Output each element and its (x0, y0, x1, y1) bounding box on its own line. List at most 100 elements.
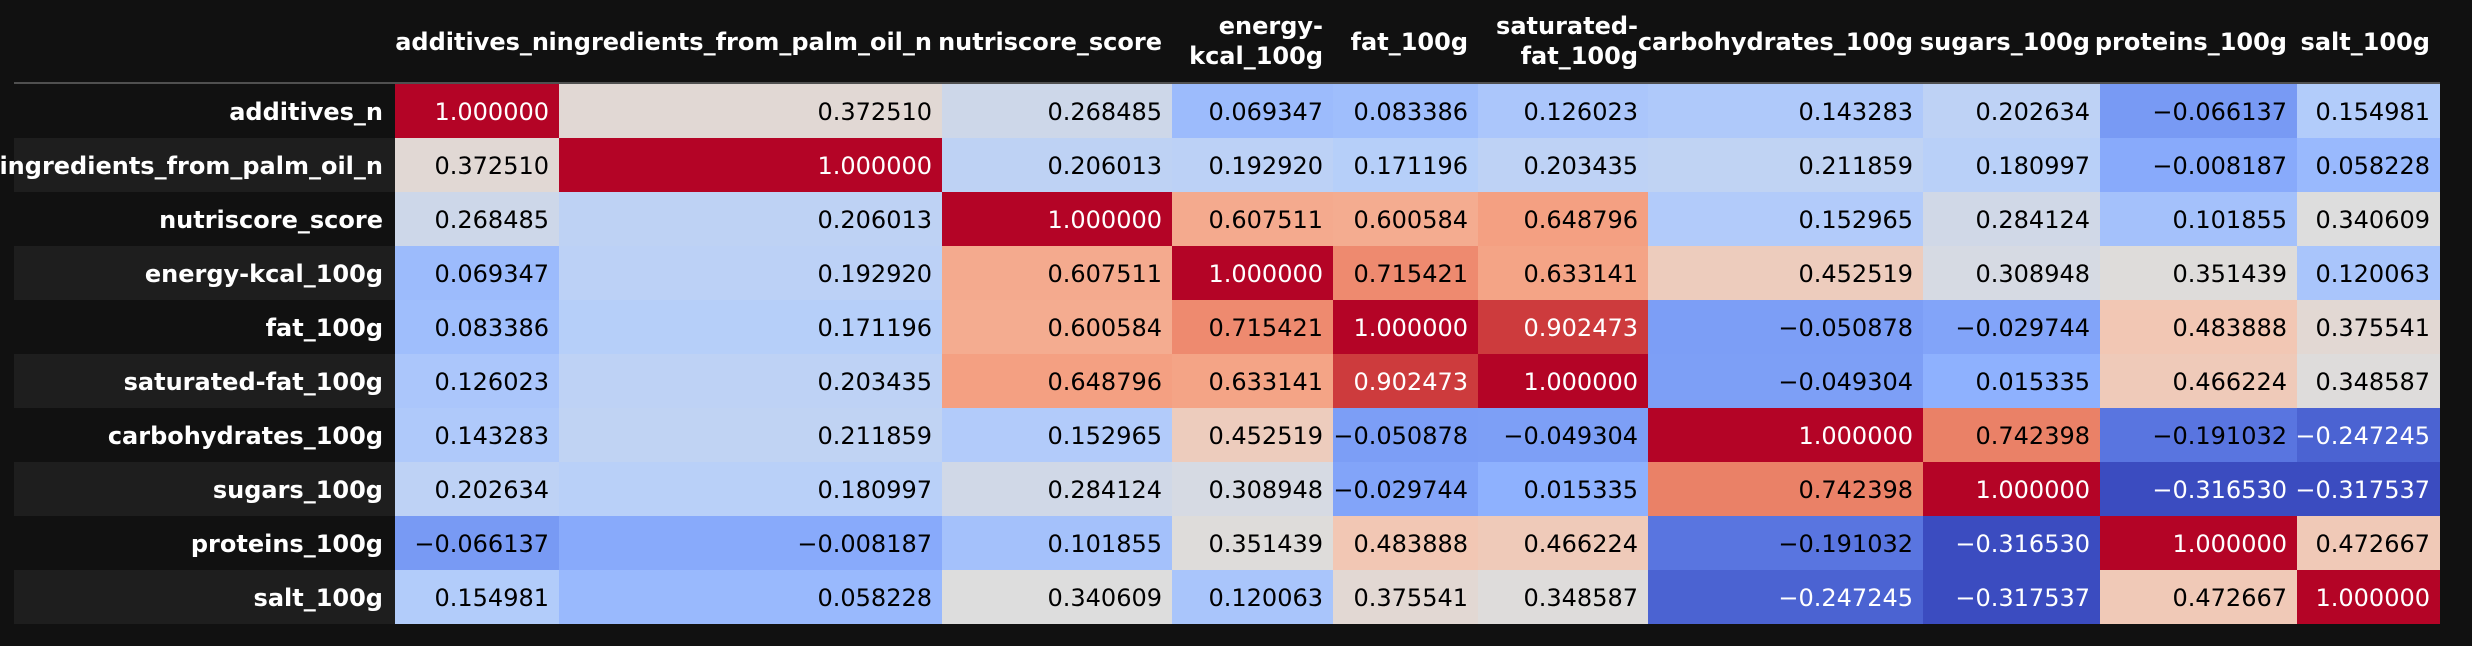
row-label: fat_100g (266, 314, 383, 342)
row-band (14, 138, 395, 192)
heatmap-cell (559, 354, 942, 408)
heatmap-cell (1333, 408, 1478, 462)
column-header: additives_n (395, 28, 549, 56)
cell-value-label: 0.126023 (434, 368, 549, 396)
cell-value-label: 0.152965 (1798, 206, 1913, 234)
heatmap-cell (1648, 84, 1923, 138)
column-header: ingredients_from_palm_oil_n (548, 28, 932, 56)
heatmap-cell (1478, 408, 1648, 462)
cell-value-label: 0.206013 (817, 206, 932, 234)
heatmap-cell (942, 354, 1172, 408)
cell-value-label: 0.126023 (1523, 98, 1638, 126)
heatmap-cell (942, 246, 1172, 300)
heatmap-cell (1333, 300, 1478, 354)
heatmap-cell (1172, 354, 1333, 408)
cell-value-label: 0.268485 (1047, 98, 1162, 126)
heatmap-cell (2297, 246, 2440, 300)
heatmap-cell (1648, 354, 1923, 408)
cell-value-label: 0.351439 (1208, 530, 1323, 558)
cell-value-label: −0.050878 (1333, 422, 1468, 450)
cell-value-label: 0.472667 (2315, 530, 2430, 558)
heatmap-cell (1333, 570, 1478, 624)
row-band (14, 246, 395, 300)
heatmap-cell (2100, 516, 2297, 570)
cell-value-label: 1.000000 (1975, 476, 2090, 504)
heatmap-cell (1648, 192, 1923, 246)
heatmap-cell (942, 516, 1172, 570)
heatmap-cell (1172, 408, 1333, 462)
heatmap-cell (942, 138, 1172, 192)
cell-value-label: 0.340609 (1047, 584, 1162, 612)
cell-value-label: 1.000000 (434, 98, 549, 126)
heatmap-cell (2297, 570, 2440, 624)
cell-value-label: 0.633141 (1523, 260, 1638, 288)
column-header: fat_100g (1351, 28, 1468, 56)
heatmap-cell (395, 516, 559, 570)
cell-value-label: −0.066137 (414, 530, 549, 558)
cell-value-label: 0.268485 (434, 206, 549, 234)
cell-value-label: 0.375541 (1353, 584, 1468, 612)
heatmap-cell (2297, 462, 2440, 516)
heatmap-cell (2297, 516, 2440, 570)
heatmap-cell (1923, 138, 2100, 192)
column-headers: additives_n ingredients_from_palm_oil_n nu… (395, 12, 2430, 70)
row-band (14, 192, 395, 246)
cell-value-label: 0.069347 (1208, 98, 1323, 126)
cell-value-label: 0.742398 (1975, 422, 2090, 450)
cell-value-label: 1.000000 (817, 152, 932, 180)
cell-value-label: 0.348587 (2315, 368, 2430, 396)
cell-value-label: 0.120063 (1208, 584, 1323, 612)
cell-value-label: 0.715421 (1353, 260, 1468, 288)
heatmap-cell (1648, 300, 1923, 354)
heatmap-cell (395, 462, 559, 516)
cell-value-label: 0.600584 (1047, 314, 1162, 342)
cell-value-label: −0.008187 (797, 530, 932, 558)
heatmap-cell (1172, 300, 1333, 354)
heatmap-cell (1923, 408, 2100, 462)
cell-value-label: 0.154981 (2315, 98, 2430, 126)
heatmap-cell (2100, 570, 2297, 624)
cell-value-label: 0.203435 (1523, 152, 1638, 180)
cell-value-label: 0.015335 (1975, 368, 2090, 396)
heatmap-cell (395, 300, 559, 354)
heatmap-cell (942, 192, 1172, 246)
cell-value-label: −0.317537 (2295, 476, 2430, 504)
heatmap-cell (559, 192, 942, 246)
cell-value-label: 0.202634 (434, 476, 549, 504)
heatmap-cell (1923, 516, 2100, 570)
cell-value-label: 0.372510 (817, 98, 932, 126)
column-header: energy- (1219, 12, 1323, 40)
heatmap-cell (1172, 84, 1333, 138)
cell-value-label: 0.192920 (817, 260, 932, 288)
heatmap-cells: 1.000000 0.372510 0.268485 0.069347 0.083386… (395, 84, 2440, 624)
cell-value-label: 0.308948 (1975, 260, 2090, 288)
cell-value-label: −0.029744 (1333, 476, 1468, 504)
heatmap-cell (1648, 408, 1923, 462)
cell-value-label: −0.066137 (2152, 98, 2287, 126)
heatmap-cell (942, 570, 1172, 624)
row-bands (14, 84, 395, 624)
row-label: sugars_100g (213, 476, 383, 504)
cell-value-label: −0.316530 (1955, 530, 2090, 558)
heatmap-cell (559, 84, 942, 138)
heatmap-cell (395, 192, 559, 246)
cell-value-label: 0.154981 (434, 584, 549, 612)
heatmap-cell (1478, 516, 1648, 570)
cell-value-label: 0.607511 (1047, 260, 1162, 288)
heatmap-cell (1172, 192, 1333, 246)
heatmap-cell (1478, 192, 1648, 246)
column-header: carbohydrates_100g (1638, 28, 1913, 56)
heatmap-cell (395, 84, 559, 138)
heatmap-cell (1648, 570, 1923, 624)
heatmap-cell (2297, 138, 2440, 192)
row-label: carbohydrates_100g (108, 422, 383, 450)
cell-value-label: 0.203435 (817, 368, 932, 396)
cell-value-label: 0.171196 (817, 314, 932, 342)
heatmap-cell (2100, 408, 2297, 462)
heatmap-cell (395, 138, 559, 192)
heatmap-cell (1923, 246, 2100, 300)
cell-value-label: 0.180997 (1975, 152, 2090, 180)
cell-value-label: −0.191032 (1778, 530, 1913, 558)
cell-value-label: −0.191032 (2152, 422, 2287, 450)
